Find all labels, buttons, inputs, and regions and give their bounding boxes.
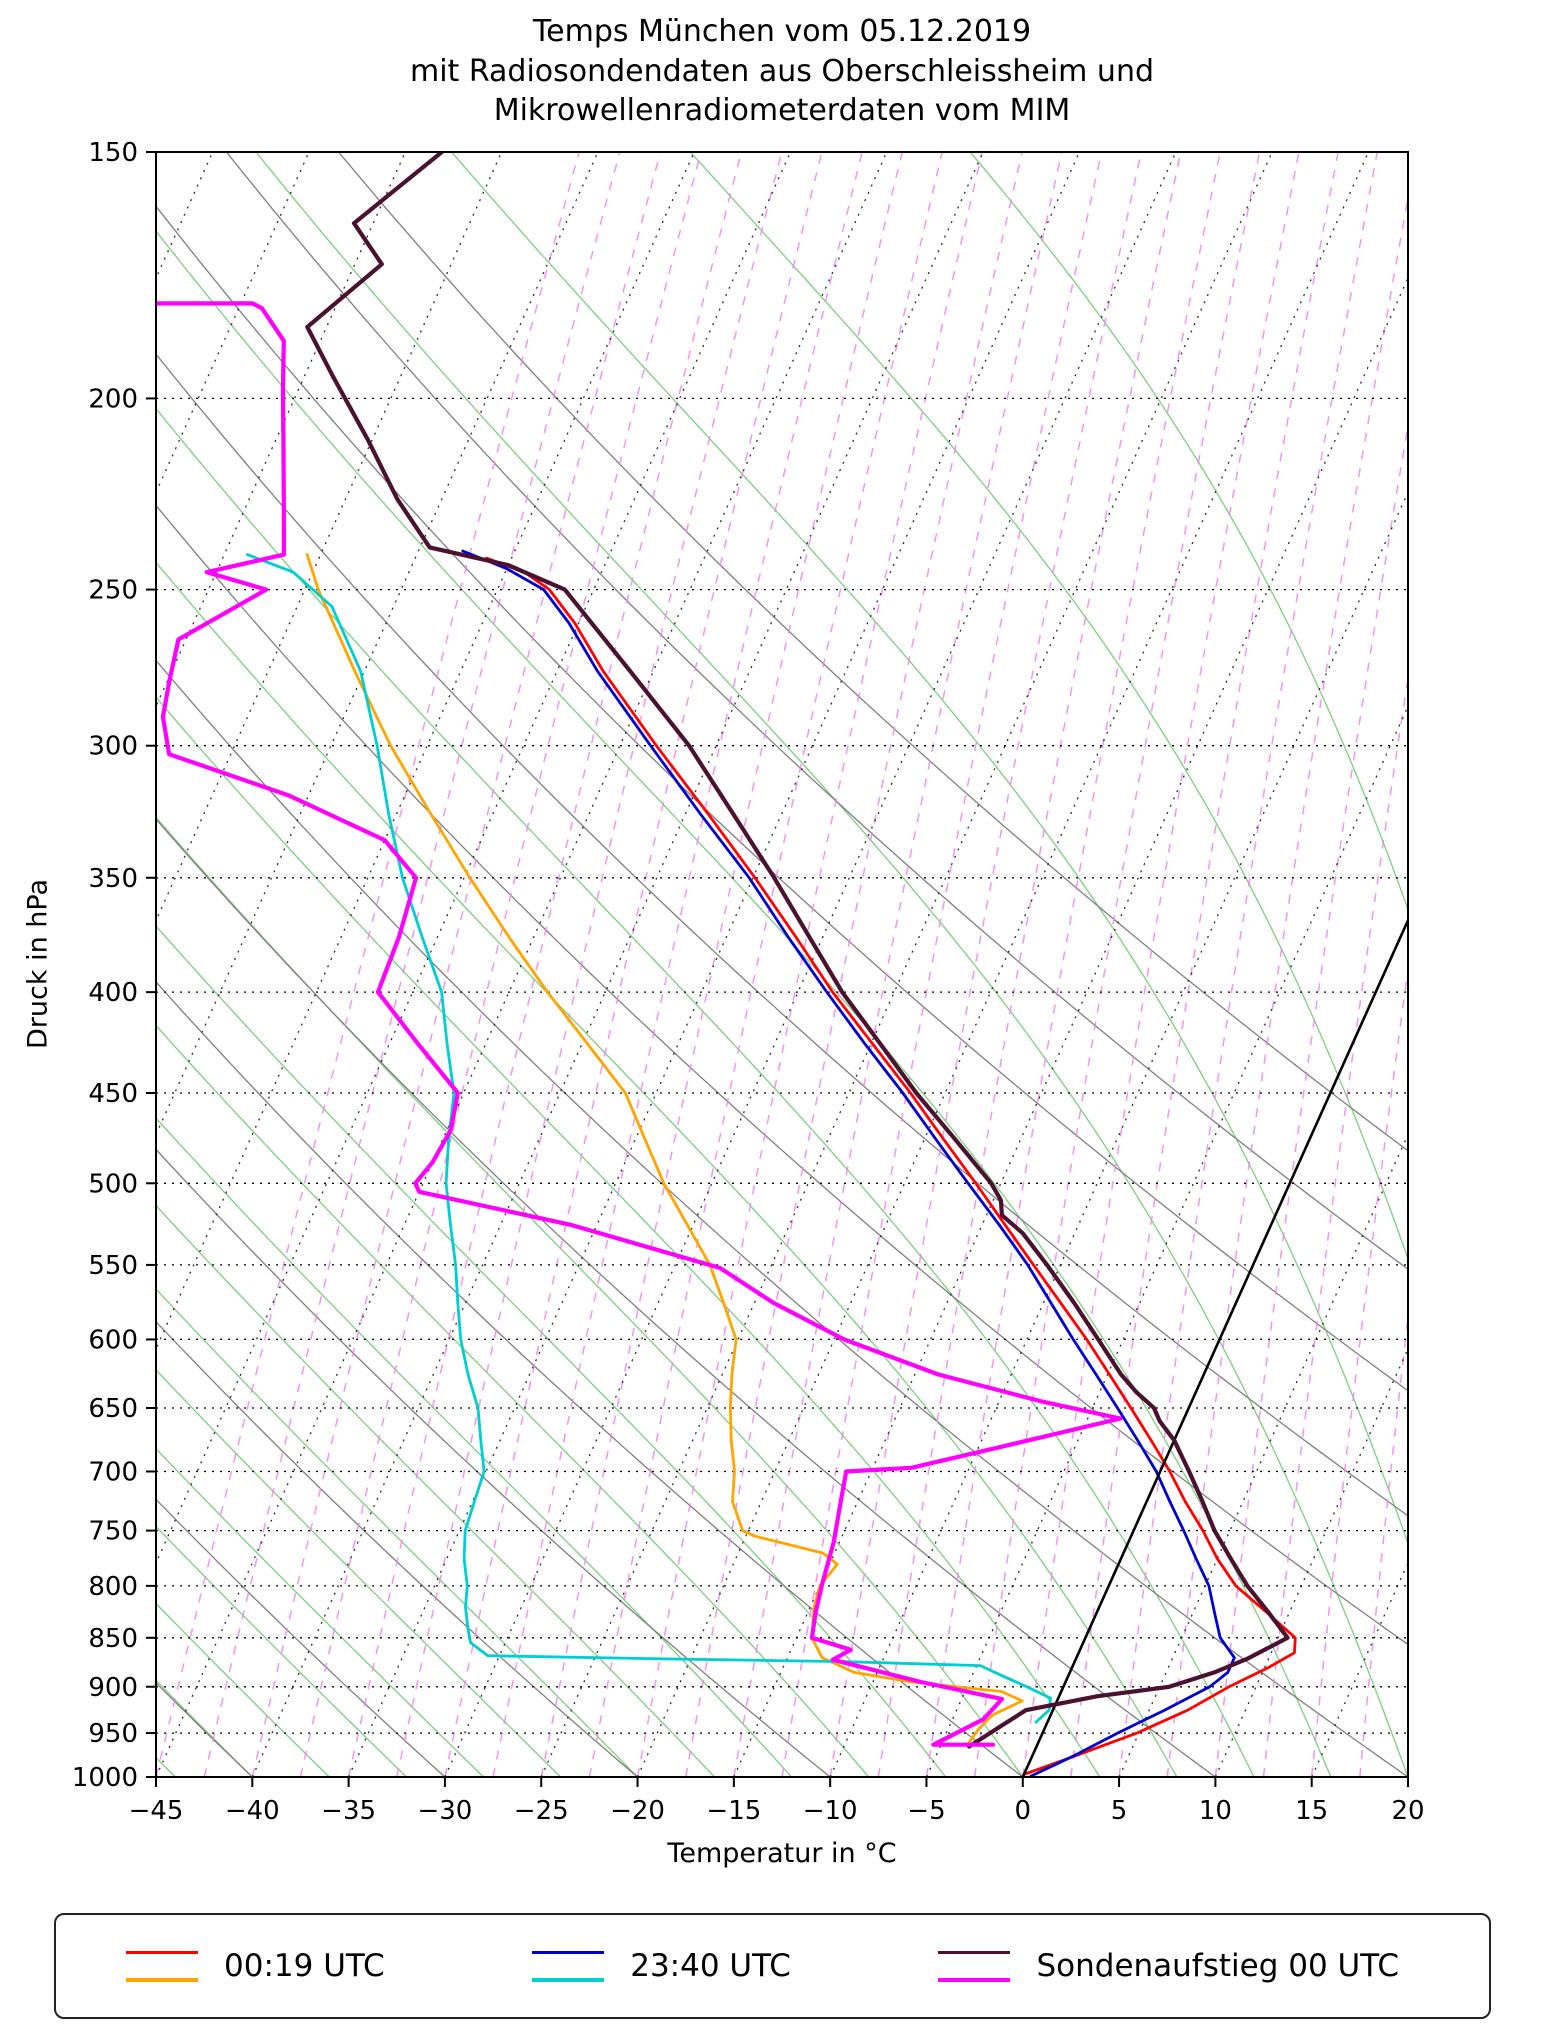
y-tick-label: 750 bbox=[88, 1517, 138, 1547]
y-tick-label: 400 bbox=[88, 978, 138, 1008]
mixing-ratio-lines bbox=[156, 152, 1408, 1777]
legend-label: 23:40 UTC bbox=[630, 1948, 791, 1984]
sounding-curves bbox=[156, 152, 1408, 1777]
series-dew-2340 bbox=[245, 553, 1052, 1724]
x-tick-label: −45 bbox=[129, 1796, 184, 1826]
pressure-lines bbox=[156, 152, 1408, 1777]
y-tick-label: 900 bbox=[88, 1673, 138, 1703]
y-tick-label: 550 bbox=[88, 1251, 138, 1281]
y-tick-label: 950 bbox=[88, 1719, 138, 1749]
series-temp-sonde bbox=[305, 152, 1290, 1749]
legend: 00:19 UTC 23:40 UTC Sondenaufstieg 00 UT… bbox=[54, 1913, 1491, 2019]
legend-entry-2340: 23:40 UTC bbox=[532, 1948, 791, 1984]
y-tick-label: 150 bbox=[88, 138, 138, 168]
series-temp-2340 bbox=[461, 549, 1236, 1777]
x-tick-label: −25 bbox=[514, 1796, 569, 1826]
chart-title-line-1: Temps München vom 05.12.2019 bbox=[532, 14, 1032, 49]
legend-line-temperature bbox=[938, 1950, 1011, 1954]
legend-line-dewpoint bbox=[126, 1978, 198, 1982]
moist-adiabats bbox=[156, 152, 1408, 1777]
axes bbox=[146, 151, 1409, 1787]
y-tick-label: 800 bbox=[88, 1572, 138, 1602]
legend-line-dewpoint bbox=[532, 1978, 605, 1982]
chart-title-line-3: Mikrowellenradiometerdaten vom MIM bbox=[493, 93, 1071, 129]
x-tick-label: −5 bbox=[907, 1796, 945, 1826]
x-tick-label: −20 bbox=[610, 1796, 665, 1826]
x-tick-label: 20 bbox=[1391, 1796, 1424, 1826]
y-tick-label: 300 bbox=[88, 732, 138, 762]
legend-label: 00:19 UTC bbox=[224, 1948, 385, 1984]
x-tick-label: 10 bbox=[1199, 1796, 1232, 1826]
legend-label: Sondenaufstieg 00 UTC bbox=[1036, 1948, 1399, 1984]
x-tick-label: 0 bbox=[1014, 1796, 1031, 1826]
legend-entry-sonde: Sondenaufstieg 00 UTC bbox=[938, 1948, 1399, 1984]
x-tick-label: −30 bbox=[417, 1796, 472, 1826]
y-tick-label: 1000 bbox=[72, 1763, 138, 1793]
series-temp-0019 bbox=[485, 556, 1297, 1776]
y-tick-label: 700 bbox=[88, 1457, 138, 1487]
y-tick-label: 250 bbox=[88, 576, 138, 606]
legend-line-dewpoint bbox=[938, 1978, 1011, 1982]
y-tick-label: 350 bbox=[88, 864, 138, 894]
legend-line-temperature bbox=[126, 1950, 198, 1954]
y-tick-label: 200 bbox=[88, 384, 138, 414]
tick-labels: −45 −40 −35 −30 −25 −20 −15 −10 −5 0 5 10 15 20 150 200… bbox=[72, 138, 1425, 1826]
legend-swatch bbox=[532, 1950, 605, 1982]
legend-entry-0019: 00:19 UTC bbox=[126, 1948, 385, 1984]
x-tick-label: −15 bbox=[706, 1796, 761, 1826]
x-tick-label: 15 bbox=[1295, 1796, 1328, 1826]
y-axis-label: Druck in hPa bbox=[22, 879, 54, 1049]
y-tick-label: 500 bbox=[88, 1169, 138, 1199]
legend-swatch bbox=[126, 1950, 198, 1982]
y-tick-label: 850 bbox=[88, 1624, 138, 1654]
y-tick-label: 600 bbox=[88, 1325, 138, 1355]
chart-title: Temps München vom 05.12.2019 mit Radioso… bbox=[156, 12, 1408, 131]
y-tick-label: 650 bbox=[88, 1394, 138, 1424]
series-zero-isotherm bbox=[1021, 917, 1408, 1777]
chart-title-line-2: mit Radiosondendaten aus Oberschleisshei… bbox=[409, 53, 1155, 89]
x-axis-label: Temperatur in °C bbox=[667, 1838, 897, 1869]
y-tick-label: 450 bbox=[88, 1079, 138, 1109]
x-tick-label: 5 bbox=[1111, 1796, 1128, 1826]
x-tick-label: −10 bbox=[803, 1796, 858, 1826]
x-tick-label: −35 bbox=[321, 1796, 376, 1826]
x-tick-label: −40 bbox=[225, 1796, 280, 1826]
legend-swatch bbox=[938, 1950, 1011, 1982]
series-dew-sonde bbox=[156, 301, 1123, 1747]
legend-line-temperature bbox=[532, 1950, 605, 1954]
series-dew-0019 bbox=[305, 553, 1024, 1744]
